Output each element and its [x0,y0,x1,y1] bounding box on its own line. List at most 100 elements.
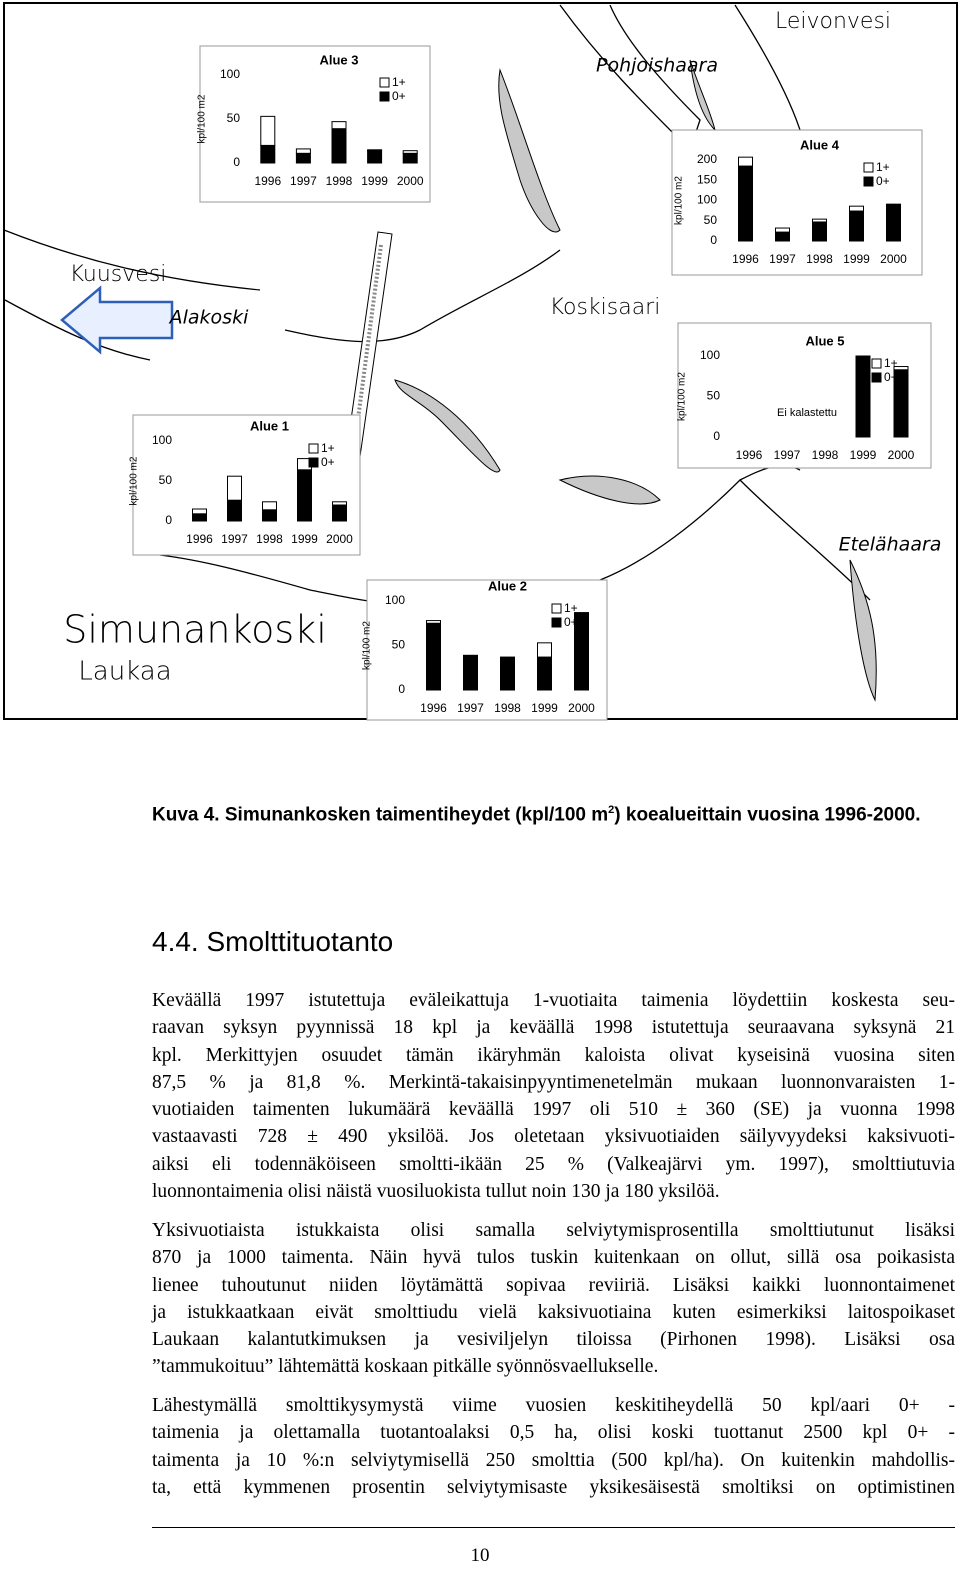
place-label: Laukaa [78,657,171,687]
area-label: Etelähaara [839,534,942,556]
y-tick-label: 0 [710,233,717,247]
area-label: Pohjoishaara [596,55,718,77]
bar-segment [893,366,909,371]
text-line: raavan syksyn pyynnissä 18 kpl ja kevääl… [152,1017,955,1039]
chart-title: Alue 4 [800,137,840,152]
x-tick-label: 1998 [812,448,839,462]
x-tick-label: 2000 [397,174,424,188]
bar-chart: Alue 3 kpl/100 m2 0 50 100 1996 1997 1998 1999 20… [197,45,431,203]
text-line: ”tammukoituu” lähtemättä koskaan pitkäll… [152,1356,659,1378]
bar-segment [537,642,552,658]
bar-segment [500,656,515,691]
x-tick-label: 1999 [361,174,388,188]
chart-title: Alue 5 [805,333,844,348]
paragraph: Lähestymällä smolttikysymystä viime vuos… [152,1392,955,1501]
x-tick-label: 1996 [420,701,447,715]
legend-label: 0+ [564,615,578,629]
legend-swatch [551,617,562,628]
x-tick-label: 2000 [326,532,353,546]
bar-segment [332,501,347,506]
legend-label: 0+ [876,174,890,188]
y-tick-label: 100 [385,593,405,607]
area-label: Alakoski [168,307,249,329]
legend-label: 1+ [564,601,578,615]
y-axis-label: kpl/100 m2 [362,621,373,670]
chart-frame [132,414,361,556]
bar-segment [463,654,478,691]
bar-segment [331,121,347,130]
text-line: 87,5 % ja 81,8 %. Merkintä-takaisinpyynt… [152,1071,955,1093]
legend-swatch [871,358,882,369]
text-line: taimenta ja 10 %:n selviytymisellä 250 s… [152,1449,955,1471]
y-tick-label: 0 [713,429,720,443]
legend-swatch [308,443,319,454]
legend-swatch [863,162,874,173]
caption-text: ) koealueittain vuosina 1996-2000. [614,804,921,826]
bar-segment [886,203,901,242]
legend-label: 1+ [876,160,890,174]
y-tick-label: 150 [697,172,717,186]
bar-segment [426,620,441,624]
bar-segment [426,622,441,691]
chart-frame [671,129,923,276]
bar-segment [227,475,242,501]
caption-sup: 2 [608,804,615,816]
bar-segment [855,355,871,438]
y-tick-label: 50 [704,213,718,227]
x-tick-label: 1997 [221,532,248,546]
x-tick-label: 1996 [186,532,213,546]
chart-frame [199,45,431,203]
text-line: vuotiaiden taimenten lukumäärä keväällä … [152,1099,955,1121]
chart-title: Alue 1 [250,418,289,433]
bar-segment [192,513,207,522]
chart-frame [366,579,608,721]
x-tick-label: 1996 [736,448,763,462]
y-tick-label: 50 [707,389,721,403]
bar-segment [297,469,312,522]
legend-label: 1+ [392,75,406,89]
bar-segment [812,218,827,223]
y-axis-label: kpl/100 m2 [129,456,140,505]
x-tick-label: 1997 [769,252,796,266]
x-tick-label: 1998 [326,174,353,188]
x-tick-label: 1998 [256,532,283,546]
bar-segment [262,509,277,522]
x-tick-label: 1999 [291,532,318,546]
bar-segment [849,210,864,242]
bar-segment [812,221,827,242]
x-tick-label: 1997 [457,701,484,715]
y-axis-label: kpl/100 m2 [677,372,688,421]
legend-label: 1+ [321,441,335,455]
y-tick-label: 50 [159,473,173,487]
annotation: Ei kalastettu [777,407,837,419]
bar-segment [367,150,383,164]
text-line: luonnontaimenia olisi näistä vuosiluokis… [152,1181,720,1203]
bar-segment [402,152,418,164]
bar-segment [537,656,552,691]
y-tick-label: 50 [392,638,406,652]
paragraph: Yksivuotiaista istukkaista olisi samalla… [152,1217,955,1381]
figure-caption: Kuva 4. Simunankosken taimentiheydet (kp… [152,797,955,828]
bar-segment [367,149,383,152]
legend-label: 0+ [392,89,406,103]
y-tick-label: 0 [398,682,405,696]
legend-swatch [379,91,390,102]
x-tick-label: 2000 [568,701,595,715]
bar-segment [574,612,589,691]
x-tick-label: 1999 [531,701,558,715]
legend-swatch [863,176,874,187]
bar-chart: Alue 2 kpl/100 m2 0 50 100 1996 1997 1998 1999 20… [362,578,608,721]
x-tick-label: 1997 [774,448,801,462]
text-line: Keväällä 1997 istutettuja eväleikattuja … [152,990,955,1011]
bar-chart: Alue 5 kpl/100 m2 0 50 100 1996 1997 1998 1999 20… [677,322,932,469]
text-line: ta, että kymmenen prosentin selviytymisa… [152,1476,955,1498]
map-figure: Leivonvesi Pohjoishaara Kuusvesi Alakosk… [3,2,958,721]
footer-rule [152,1527,955,1528]
section-heading: 4.4. Smolttituotanto [152,926,394,957]
bar-chart: Alue 1 kpl/100 m2 0 50 100 1996 1997 1998 1999 20… [129,414,361,556]
x-tick-label: 1999 [850,448,877,462]
x-tick-label: 1996 [732,252,759,266]
bar-segment [262,501,277,511]
bar-segment [295,152,311,164]
